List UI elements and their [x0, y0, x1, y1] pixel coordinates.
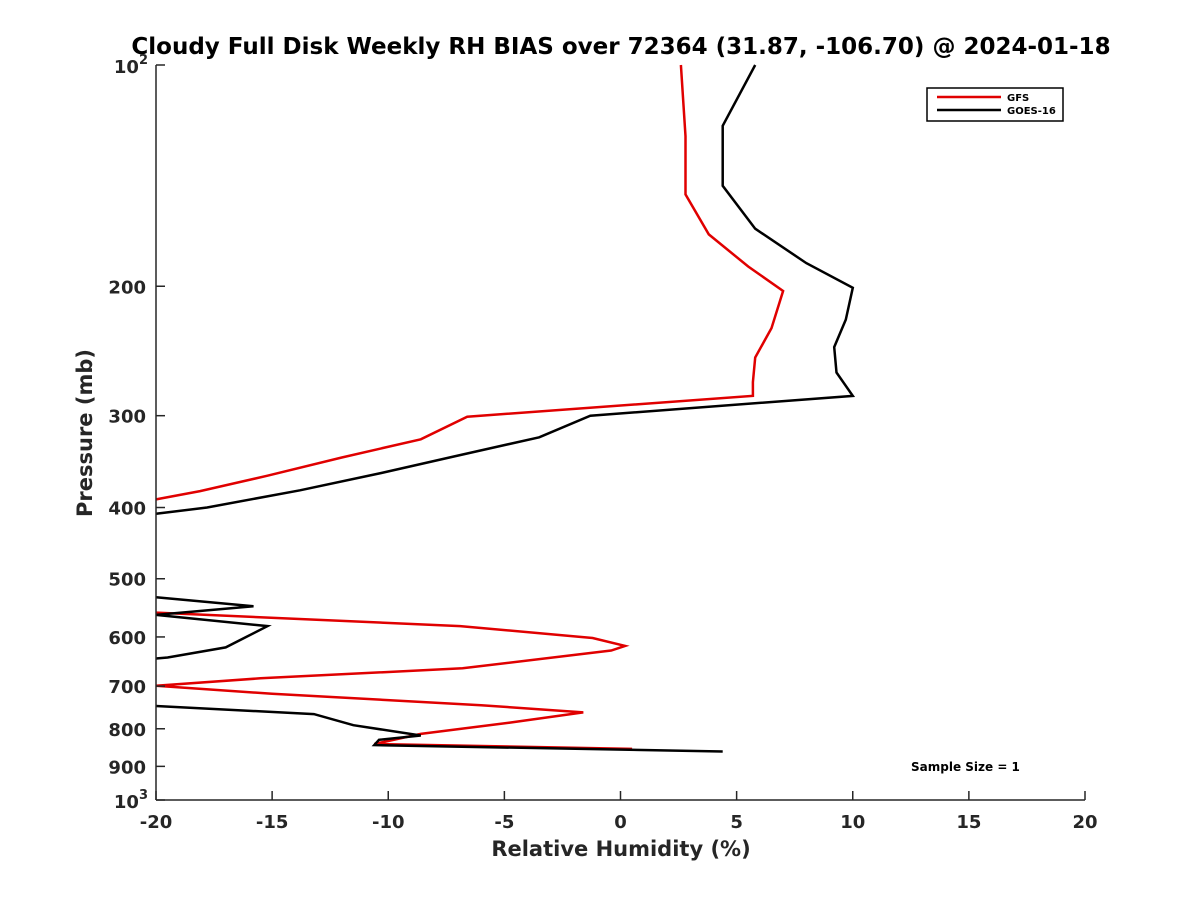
y-tick-label: 600	[108, 628, 146, 649]
x-tick-label: 10	[840, 812, 865, 833]
y-tick-label: 102	[114, 53, 148, 78]
x-tick-label: -5	[494, 812, 514, 833]
legend: GFS GOES-16	[926, 87, 1064, 122]
series-goes16-line-0	[155, 64, 856, 516]
series-gfs-line-0	[155, 64, 785, 501]
x-tick-label: -20	[140, 812, 173, 833]
series-layer	[155, 64, 856, 753]
legend-box	[926, 87, 1064, 122]
x-tick-label: 0	[614, 812, 627, 833]
y-axis-label: Pressure (mb)	[73, 349, 97, 517]
series-gfs-line-1	[155, 611, 633, 751]
x-tick-label: -10	[372, 812, 405, 833]
y-tick-label: 500	[108, 570, 146, 591]
axes: -20 -15 -10 -5 0 5 10 15 20 102 200 300 400 500 600 700…	[108, 53, 1097, 833]
legend-gfs-label: GFS	[1007, 93, 1029, 104]
x-tick-label: 20	[1072, 812, 1097, 833]
x-axis-label: Relative Humidity (%)	[491, 837, 750, 861]
chart-title: Cloudy Full Disk Weekly RH BIAS over 723…	[131, 34, 1110, 60]
x-tick-label: 15	[956, 812, 981, 833]
y-tick-label: 700	[108, 677, 146, 698]
series-goes16-line-1	[155, 596, 272, 660]
legend-goes16-label: GOES-16	[1007, 106, 1056, 117]
x-tick-label: -15	[256, 812, 289, 833]
y-tick-label: 300	[108, 407, 146, 428]
x-tick-label: 5	[730, 812, 743, 833]
series-goes16-line-2	[155, 704, 723, 753]
y-tick-label: 900	[108, 757, 146, 778]
y-tick-label: 400	[108, 499, 146, 520]
sample-size-annotation: Sample Size = 1	[911, 760, 1020, 774]
y-tick-label: 800	[108, 720, 146, 741]
y-tick-label: 200	[108, 277, 146, 298]
y-tick-label: 103	[114, 788, 148, 813]
